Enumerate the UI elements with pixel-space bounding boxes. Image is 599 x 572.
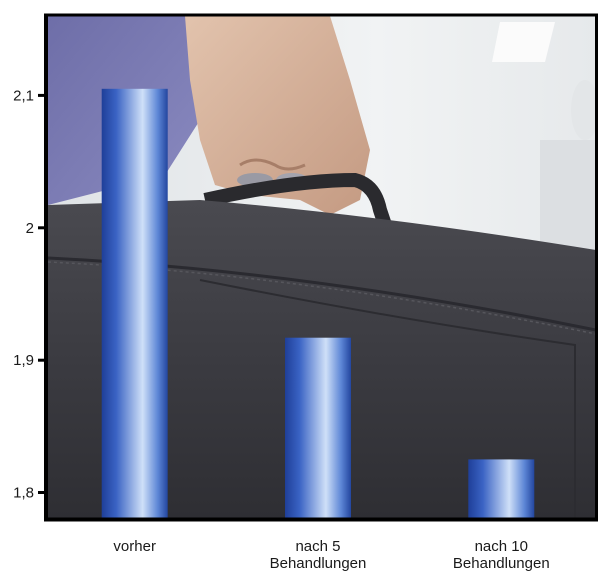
y-tick-label-3: 2 [26, 220, 34, 237]
y-tick-label-4: 2,1 [13, 87, 34, 104]
x-tick-label-2-line-1: nach 5 [295, 538, 340, 555]
y-ticks-group: 1,8 1,9 2 2,1 [13, 87, 48, 502]
bar-2 [285, 337, 351, 519]
bars-group [101, 88, 535, 520]
y-tick-label-2: 1,9 [13, 352, 34, 369]
x-tick-label-3-line-1: nach 10 [475, 538, 528, 555]
x-tick-label-2-line-2: Behandlungen [270, 555, 367, 572]
y-tick-label-1: 1,8 [13, 485, 34, 502]
bar-3 [468, 459, 535, 519]
bar-1 [101, 88, 168, 520]
x-tick-label-1-line-1: vorher [113, 538, 156, 555]
x-tick-label-3-line-2: Behandlungen [453, 555, 550, 572]
